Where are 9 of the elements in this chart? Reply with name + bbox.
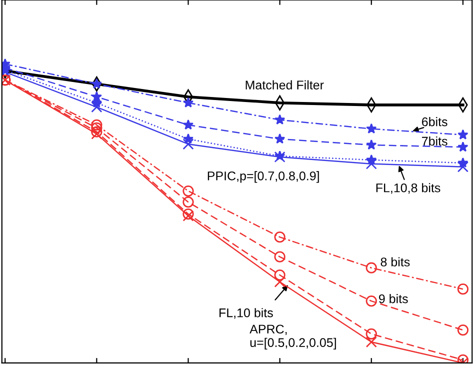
annotation: 9 bits xyxy=(379,294,408,304)
annotation: PPIC,p=[0.7,0.8,0.9] xyxy=(208,171,319,183)
annotation: Matched Filter xyxy=(246,80,324,90)
annotation: APRC, u=[0.5,0.2,0.05] xyxy=(250,324,336,350)
annotation: FL,10,8 bits xyxy=(376,183,440,194)
annotation: 7bits xyxy=(422,136,448,146)
annotation: FL,10 bits xyxy=(220,308,273,319)
annotation: 8 bits xyxy=(380,257,410,266)
annotation: 6bits xyxy=(422,117,448,126)
